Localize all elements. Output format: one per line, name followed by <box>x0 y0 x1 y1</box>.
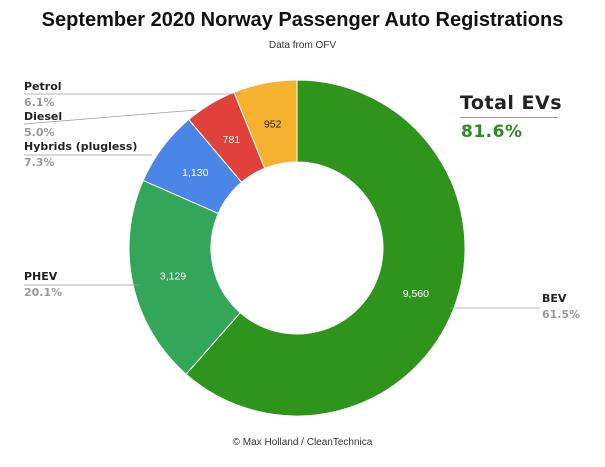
total-evs-value: 81.6% <box>461 122 523 142</box>
chart-title: September 2020 Norway Passenger Auto Reg… <box>41 9 564 31</box>
percent-label-hybrids-plugless: 7.3% <box>24 156 55 169</box>
total-evs-title: Total EVs <box>460 92 563 114</box>
value-label-hybrids-plugless: 1,130 <box>182 167 208 179</box>
chart-credit: © Max Holland / CleanTechnica <box>232 437 373 448</box>
percent-label-petrol: 6.1% <box>24 96 55 109</box>
value-label-bev: 9,560 <box>403 288 429 300</box>
value-label-diesel: 781 <box>223 134 241 146</box>
category-label-bev: BEV <box>542 292 567 305</box>
slice-phev <box>128 179 241 375</box>
percent-label-diesel: 5.0% <box>24 126 55 139</box>
value-label-phev: 3,129 <box>160 270 186 282</box>
value-label-petrol: 952 <box>264 118 282 130</box>
chart-subtitle: Data from OFV <box>268 40 337 51</box>
percent-label-bev: 61.5% <box>542 308 580 321</box>
slice-petrol <box>233 79 298 169</box>
total-evs-underline <box>460 117 558 118</box>
category-label-diesel: Diesel <box>24 110 62 123</box>
leader-line-diesel <box>23 109 197 125</box>
category-label-petrol: Petrol <box>24 80 62 93</box>
percent-label-phev: 20.1% <box>24 286 62 299</box>
category-label-hybrids-plugless: Hybrids (plugless) <box>24 140 137 153</box>
category-label-phev: PHEV <box>24 270 58 283</box>
slice-bev <box>185 79 466 417</box>
